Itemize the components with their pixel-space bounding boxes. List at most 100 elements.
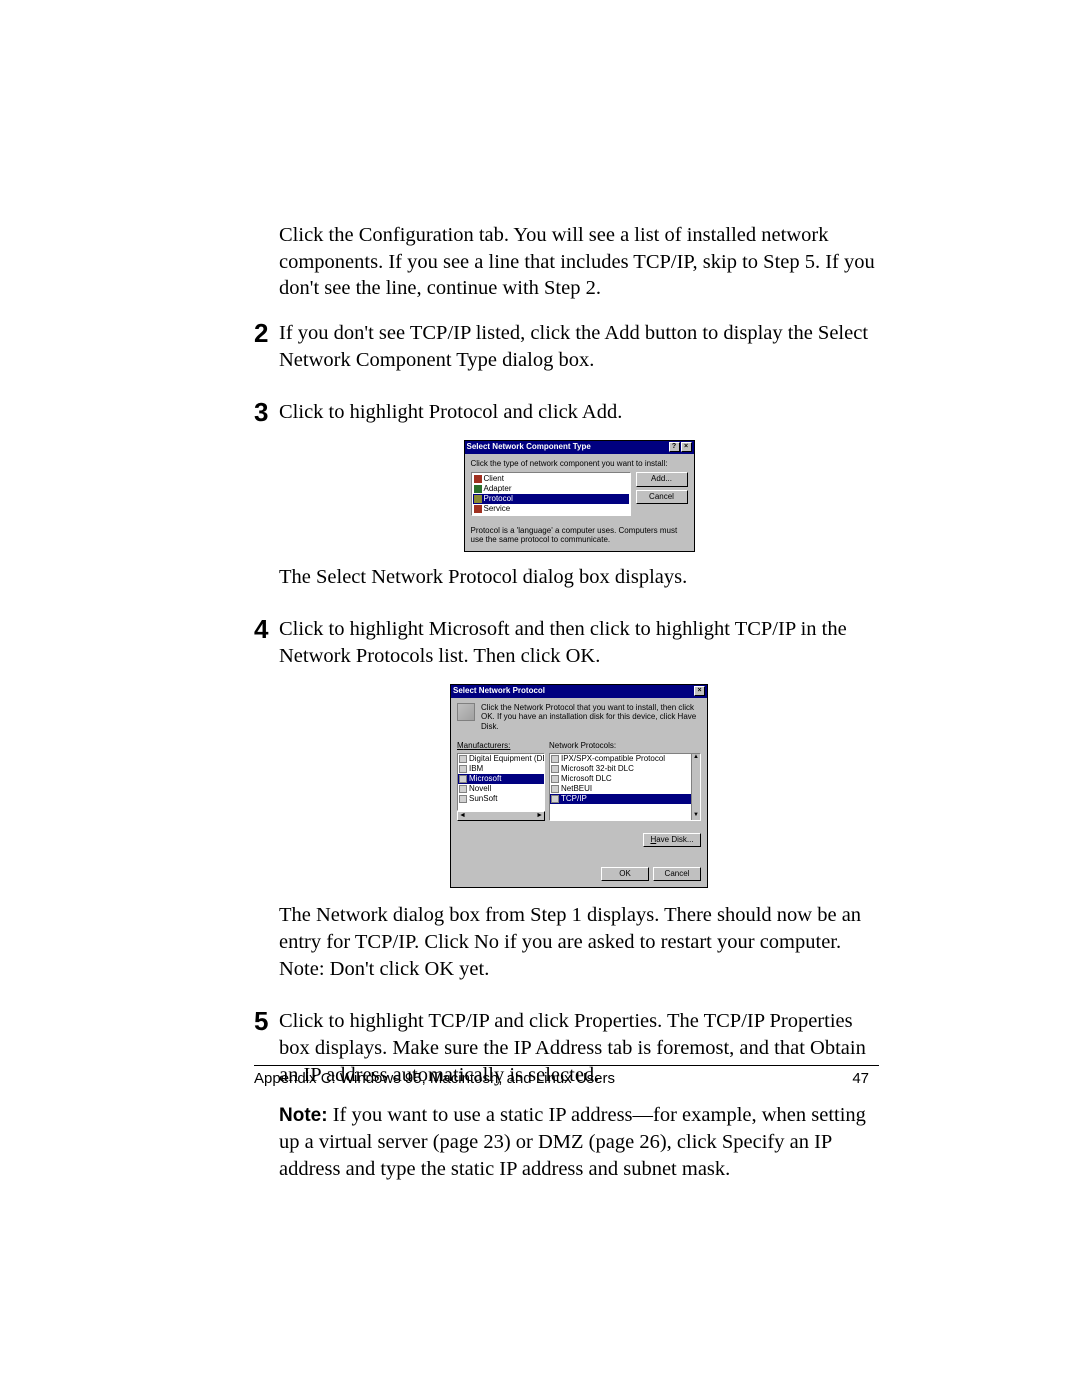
dialog-title: Select Network Component Type xyxy=(467,442,668,452)
dialog-select-component-type: Select Network Component Type ? × Click … xyxy=(464,440,695,552)
protocol-item-icon xyxy=(551,775,559,783)
vendor-icon xyxy=(459,785,467,793)
component-type-list[interactable]: Client Adapter Protocol Service xyxy=(471,472,631,516)
cancel-button[interactable]: Cancel xyxy=(636,490,688,504)
step-4: 4 Click to highlight Microsoft and then … xyxy=(254,616,879,996)
dialog-description: Protocol is a 'language' a computer uses… xyxy=(471,526,688,544)
list-item-label: Protocol xyxy=(484,494,513,504)
step-body: If you don't see TCP/IP listed, click th… xyxy=(279,320,879,387)
dialog-instruction: Click the type of network component you … xyxy=(471,459,688,469)
protocol-item-icon xyxy=(551,765,559,773)
list-item-label: IPX/SPX-compatible Protocol xyxy=(561,754,665,764)
list-item[interactable]: SunSoft xyxy=(458,794,544,804)
dialog-body: Click the type of network component you … xyxy=(465,454,694,551)
step-after-text: The Network dialog box from Step 1 displ… xyxy=(279,902,879,982)
footer-left: Appendix C: Windows 95, Macintosh, and L… xyxy=(254,1070,819,1087)
protocol-item-icon xyxy=(551,795,559,803)
protocols-label: Network Protocols: xyxy=(549,741,701,751)
manufacturers-label: Manufacturers: xyxy=(457,741,545,751)
close-button[interactable]: × xyxy=(694,686,705,696)
list-item-label: Microsoft DLC xyxy=(561,774,612,784)
step-text: Click to highlight Microsoft and then cl… xyxy=(279,616,879,669)
page-footer: Appendix C: Windows 95, Macintosh, and L… xyxy=(254,1065,879,1087)
list-item-label: TCP/IP xyxy=(561,794,587,804)
cancel-button[interactable]: Cancel xyxy=(653,867,701,881)
protocol-large-icon xyxy=(457,703,475,721)
adapter-icon xyxy=(474,485,482,493)
scroll-left-icon[interactable]: ◄ xyxy=(459,811,466,820)
list-item[interactable]: NetBEUI xyxy=(550,784,700,794)
protocol-item-icon xyxy=(551,755,559,763)
list-item[interactable]: IPX/SPX-compatible Protocol xyxy=(550,754,700,764)
dialog-titlebar[interactable]: Select Network Protocol × xyxy=(451,685,707,698)
step-body: Click to highlight TCP/IP and click Prop… xyxy=(279,1008,879,1196)
add-button[interactable]: Add... xyxy=(636,472,688,486)
footer-page-number: 47 xyxy=(819,1070,879,1087)
list-item-label: SunSoft xyxy=(469,794,497,804)
protocol-icon xyxy=(474,495,482,503)
list-item-label: Adapter xyxy=(484,484,512,494)
step-body: Click to highlight Protocol and click Ad… xyxy=(279,399,879,604)
step-2: 2 If you don't see TCP/IP listed, click … xyxy=(254,320,879,387)
list-item-protocol[interactable]: Protocol xyxy=(473,494,629,504)
dialog-button-column: Add... Cancel xyxy=(636,472,688,516)
list-item-service[interactable]: Service xyxy=(473,504,629,514)
scroll-right-icon[interactable]: ► xyxy=(536,811,543,820)
note-text: If you want to use a static IP address—f… xyxy=(279,1104,866,1179)
step-3: 3 Click to highlight Protocol and click … xyxy=(254,399,879,604)
list-item-label: Microsoft xyxy=(469,774,501,784)
dialog-instruction: Click the Network Protocol that you want… xyxy=(481,703,701,732)
list-item[interactable]: Microsoft 32-bit DLC xyxy=(550,764,700,774)
note-label: Note: xyxy=(279,1105,328,1126)
have-disk-button[interactable]: Have Disk... xyxy=(643,833,701,847)
step-after-text: The Select Network Protocol dialog box d… xyxy=(279,564,879,591)
protocols-list[interactable]: IPX/SPX-compatible Protocol Microsoft 32… xyxy=(549,753,701,821)
list-item-label: Digital Equipment (DEC) xyxy=(469,754,545,764)
page-content: Click the Configuration tab. You will se… xyxy=(254,222,879,1208)
step-number: 2 xyxy=(254,320,279,387)
step-number: 3 xyxy=(254,399,279,604)
step-text: Click to highlight Protocol and click Ad… xyxy=(279,399,879,426)
step-note: Note: If you want to use a static IP add… xyxy=(279,1102,879,1182)
step-number: 5 xyxy=(254,1008,279,1196)
list-item[interactable]: Novell xyxy=(458,784,544,794)
label-rest: anufacturers: xyxy=(464,741,511,750)
horizontal-scrollbar[interactable]: ◄► xyxy=(457,811,545,821)
help-button[interactable]: ? xyxy=(669,442,680,452)
manufacturers-list[interactable]: Digital Equipment (DEC) IBM Microsoft No… xyxy=(457,753,545,811)
vertical-scrollbar[interactable]: ▲▼ xyxy=(691,754,700,820)
dialog-title: Select Network Protocol xyxy=(453,686,693,696)
close-button[interactable]: × xyxy=(681,442,692,452)
list-item-label: Microsoft 32-bit DLC xyxy=(561,764,634,774)
vendor-icon xyxy=(459,755,467,763)
protocol-item-icon xyxy=(551,785,559,793)
service-icon xyxy=(474,505,482,513)
scroll-down-icon[interactable]: ▼ xyxy=(693,812,699,820)
dialog-body: Click the Network Protocol that you want… xyxy=(451,698,707,888)
dialog-select-network-protocol: Select Network Protocol × Click the Netw… xyxy=(450,684,708,889)
list-item-label: Novell xyxy=(469,784,491,794)
step-number: 4 xyxy=(254,616,279,996)
list-item[interactable]: Digital Equipment (DEC) xyxy=(458,754,544,764)
vendor-icon xyxy=(459,775,467,783)
ok-button[interactable]: OK xyxy=(601,867,649,881)
protocols-column: Network Protocols: IPX/SPX-compatible Pr… xyxy=(549,741,701,820)
list-item-microsoft[interactable]: Microsoft xyxy=(458,774,544,784)
list-item-label: Client xyxy=(484,474,504,484)
list-item-tcpip[interactable]: TCP/IP xyxy=(550,794,700,804)
step-body: Click to highlight Microsoft and then cl… xyxy=(279,616,879,996)
vendor-icon xyxy=(459,795,467,803)
vendor-icon xyxy=(459,765,467,773)
list-item[interactable]: Microsoft DLC xyxy=(550,774,700,784)
intro-paragraph: Click the Configuration tab. You will se… xyxy=(279,222,879,302)
list-item-adapter[interactable]: Adapter xyxy=(473,484,629,494)
client-icon xyxy=(474,475,482,483)
list-item[interactable]: IBM xyxy=(458,764,544,774)
step-text: If you don't see TCP/IP listed, click th… xyxy=(279,320,879,373)
scroll-up-icon[interactable]: ▲ xyxy=(693,754,699,762)
manufacturers-column: Manufacturers: Digital Equipment (DEC) I… xyxy=(457,741,545,820)
list-item-label: Service xyxy=(484,504,511,514)
step-5: 5 Click to highlight TCP/IP and click Pr… xyxy=(254,1008,879,1196)
dialog-titlebar[interactable]: Select Network Component Type ? × xyxy=(465,441,694,454)
list-item-client[interactable]: Client xyxy=(473,474,629,484)
